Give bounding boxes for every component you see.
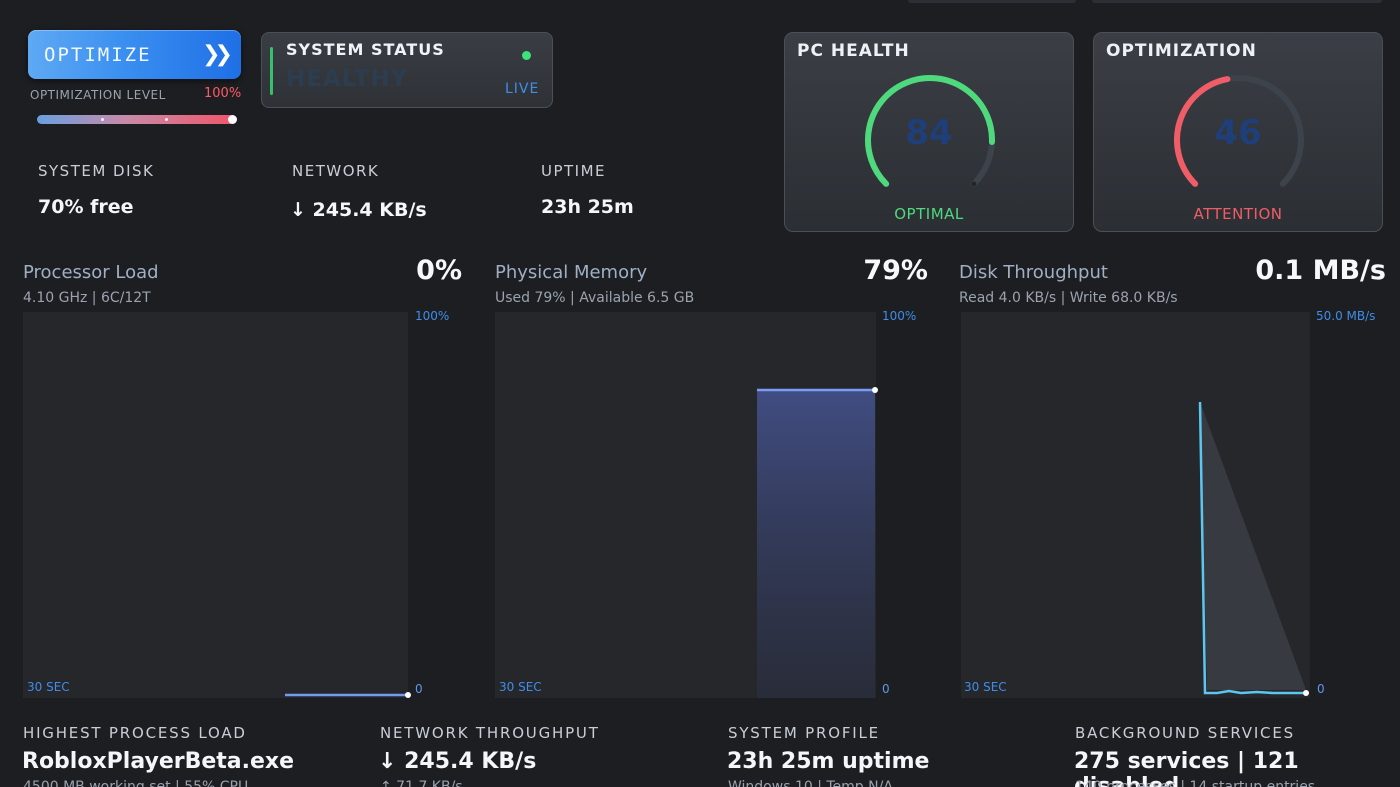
disk-y-min-label: 0 bbox=[1317, 682, 1325, 696]
system-status-card: SYSTEM STATUS HEALTHY LIVE bbox=[261, 32, 553, 108]
gauge-arc bbox=[1174, 76, 1231, 187]
pc-health-score: 84 bbox=[905, 113, 953, 153]
optimize-button[interactable]: OPTIMIZE ❯❯ bbox=[28, 30, 241, 79]
pc-health-title: PC HEALTH bbox=[797, 41, 910, 61]
memory-panel-title: Physical Memory bbox=[495, 262, 648, 283]
memory-panel-subtitle: Used 79% | Available 6.5 GB bbox=[495, 290, 695, 306]
system-disk-value: 70% free bbox=[38, 196, 134, 218]
pc-health-card: PC HEALTH 84 OPTIMAL bbox=[784, 32, 1074, 232]
memory-chart bbox=[757, 387, 878, 698]
background-services-label: BACKGROUND SERVICES bbox=[1075, 724, 1295, 742]
highest-process-sub: 4500 MB working set | 55% CPU bbox=[23, 779, 249, 787]
memory-y-max-label: 100% bbox=[882, 309, 917, 323]
optimization-level-slider[interactable] bbox=[37, 115, 237, 124]
system-status-title: SYSTEM STATUS bbox=[286, 40, 445, 59]
memory-panel-value: 79% bbox=[863, 255, 928, 286]
system-profile-value: 23h 25m uptime bbox=[727, 749, 930, 774]
system-profile-sub: Windows 10 | Temp N/A bbox=[728, 779, 893, 787]
cpu-chart bbox=[285, 692, 411, 698]
slider-knob[interactable] bbox=[228, 115, 237, 124]
optimization-level-value: 100% bbox=[204, 86, 242, 101]
disk-y-max-label: 50.0 MB/s bbox=[1316, 309, 1376, 323]
cpu-panel-value: 0% bbox=[416, 255, 462, 286]
pc-health-gauge bbox=[865, 75, 995, 187]
memory-point bbox=[872, 387, 878, 393]
memory-area-fill bbox=[757, 390, 875, 698]
highest-process-value: RobloxPlayerBeta.exe bbox=[22, 749, 295, 774]
network-throughput-label: NETWORK THROUGHPUT bbox=[380, 724, 600, 742]
background-services-sub: 140 processes | 14 startup entries bbox=[1075, 779, 1316, 787]
cpu-y-min-label: 0 bbox=[415, 682, 423, 696]
double-chevron-right-icon: ❯❯ bbox=[202, 42, 233, 67]
top-tab-right bbox=[1092, 0, 1382, 3]
optimization-score: 46 bbox=[1214, 113, 1262, 153]
system-disk-label: SYSTEM DISK bbox=[38, 162, 155, 180]
live-dot-icon bbox=[522, 51, 531, 60]
top-tab-left bbox=[908, 0, 1076, 3]
disk-area-fill bbox=[1200, 402, 1306, 690]
slider-tick bbox=[101, 118, 104, 121]
status-indicator-bar bbox=[270, 47, 273, 95]
cpu-x-label: 30 SEC bbox=[27, 680, 70, 694]
cpu-panel-subtitle: 4.10 GHz | 6C/12T bbox=[23, 290, 151, 306]
optimize-button-label: OPTIMIZE bbox=[44, 43, 152, 66]
disk-panel-subtitle: Read 4.0 KB/s | Write 68.0 KB/s bbox=[959, 290, 1178, 306]
network-throughput-value: ↓ 245.4 KB/s bbox=[378, 749, 537, 774]
disk-x-label: 30 SEC bbox=[964, 680, 1007, 694]
uptime-label: UPTIME bbox=[541, 162, 607, 180]
disk-panel-value: 0.1 MB/s bbox=[1255, 255, 1386, 286]
cpu-load-point bbox=[405, 692, 411, 698]
network-throughput-sub: ↑ 71.7 KB/s bbox=[380, 779, 463, 787]
network-label: NETWORK bbox=[292, 162, 380, 180]
network-value: ↓ 245.4 KB/s bbox=[290, 199, 427, 221]
disk-chart bbox=[1198, 401, 1309, 696]
optimization-card: OPTIMIZATION 46 ATTENTION bbox=[1093, 32, 1383, 232]
system-status-value: HEALTHY bbox=[286, 66, 409, 92]
memory-x-label: 30 SEC bbox=[499, 680, 542, 694]
cpu-plot-area bbox=[23, 312, 408, 698]
gauge-end-dot bbox=[971, 181, 977, 187]
optimization-status: ATTENTION bbox=[1193, 205, 1283, 223]
disk-point bbox=[1303, 690, 1309, 696]
cpu-panel-title: Processor Load bbox=[23, 262, 159, 283]
optimization-level-label: OPTIMIZATION LEVEL bbox=[30, 88, 166, 102]
gauge-arc bbox=[865, 75, 995, 187]
slider-tick bbox=[165, 118, 168, 121]
uptime-value: 23h 25m bbox=[541, 196, 634, 218]
background-services-value: 275 services | 121 disabled bbox=[1074, 749, 1299, 787]
optimization-gauge bbox=[1174, 75, 1304, 187]
optimization-title: OPTIMIZATION bbox=[1106, 41, 1257, 61]
disk-line bbox=[1198, 401, 1306, 695]
memory-y-min-label: 0 bbox=[882, 682, 890, 696]
system-profile-label: SYSTEM PROFILE bbox=[728, 724, 880, 742]
pc-health-status: OPTIMAL bbox=[894, 205, 964, 223]
live-label: LIVE bbox=[505, 81, 540, 97]
disk-panel-title: Disk Throughput bbox=[959, 262, 1108, 283]
highest-process-label: HIGHEST PROCESS LOAD bbox=[23, 724, 247, 742]
cpu-y-max-label: 100% bbox=[415, 309, 450, 323]
